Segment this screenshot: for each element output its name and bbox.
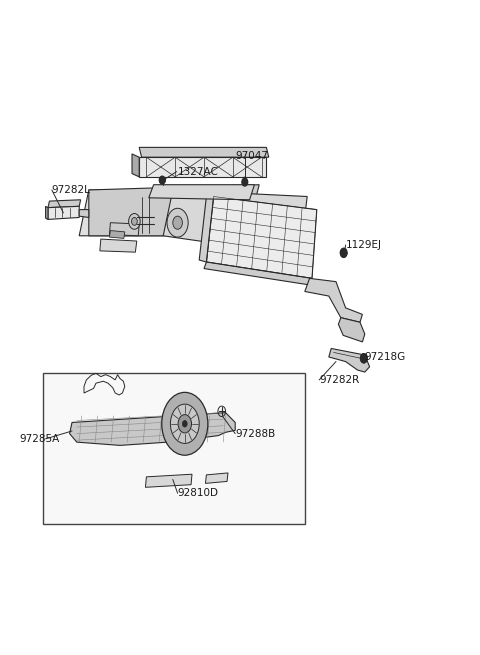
Circle shape (132, 217, 137, 225)
Circle shape (340, 248, 347, 257)
Circle shape (159, 176, 165, 184)
Text: 97285A: 97285A (19, 434, 60, 444)
Circle shape (182, 421, 187, 427)
Polygon shape (139, 157, 266, 177)
Circle shape (218, 406, 226, 417)
Polygon shape (206, 196, 317, 278)
Circle shape (242, 178, 248, 186)
Polygon shape (132, 154, 139, 177)
Polygon shape (163, 190, 307, 255)
Text: 97047: 97047 (235, 151, 268, 161)
Polygon shape (79, 210, 89, 217)
Polygon shape (89, 185, 259, 236)
Text: 97288B: 97288B (235, 428, 276, 439)
Polygon shape (48, 200, 81, 208)
Polygon shape (329, 348, 370, 372)
Circle shape (162, 392, 208, 455)
Polygon shape (109, 231, 125, 238)
Circle shape (170, 404, 199, 443)
Polygon shape (149, 185, 254, 200)
Text: 92810D: 92810D (178, 488, 218, 498)
Polygon shape (46, 206, 48, 219)
Bar (43, 373, 305, 524)
Polygon shape (338, 318, 365, 342)
Polygon shape (145, 474, 192, 487)
Polygon shape (199, 196, 214, 262)
Circle shape (178, 415, 192, 433)
Text: 1129EJ: 1129EJ (346, 240, 382, 250)
Polygon shape (109, 223, 139, 236)
Polygon shape (305, 278, 362, 322)
Polygon shape (79, 190, 173, 236)
Text: 97218G: 97218G (365, 352, 406, 362)
Text: 1327AC: 1327AC (178, 166, 218, 177)
Circle shape (243, 179, 247, 185)
Polygon shape (204, 262, 312, 285)
Polygon shape (48, 206, 79, 219)
Circle shape (167, 208, 188, 237)
Polygon shape (70, 413, 235, 445)
Circle shape (161, 178, 165, 183)
Polygon shape (100, 239, 137, 252)
Circle shape (360, 354, 367, 363)
Text: 97282L: 97282L (52, 185, 91, 195)
Text: 97282R: 97282R (319, 375, 360, 385)
Circle shape (129, 214, 140, 229)
Polygon shape (205, 473, 228, 483)
Polygon shape (139, 147, 269, 157)
Circle shape (173, 216, 182, 229)
